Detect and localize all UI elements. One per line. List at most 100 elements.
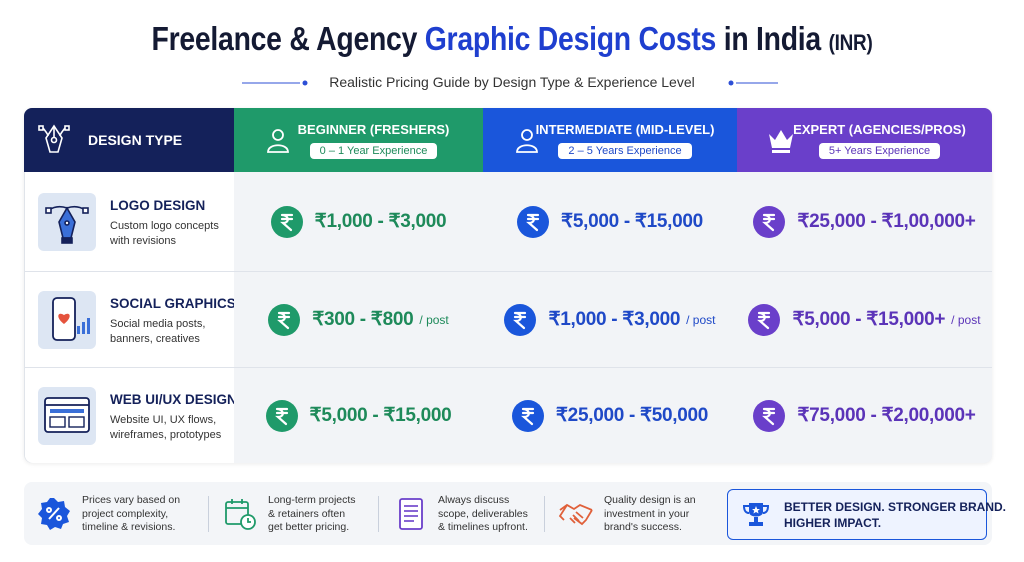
price-cell: ₹25,000 - ₹1,00,000+ bbox=[737, 172, 992, 272]
row-text: SOCIAL GRAPHICS Social media posts, banner… bbox=[110, 296, 236, 347]
rupee-svg bbox=[511, 399, 544, 432]
rupee-icon bbox=[753, 205, 786, 238]
column-badge: 0 – 1 Year Experience bbox=[309, 142, 438, 159]
row-description: Custom logo concepts bbox=[110, 220, 219, 232]
title: Freelance & Agency Graphic Design Costs … bbox=[72, 20, 953, 58]
note-line: investment in your bbox=[604, 507, 690, 520]
row-name: SOCIAL GRAPHICS bbox=[110, 296, 236, 311]
note: Prices vary based on project complexity, t… bbox=[82, 494, 180, 535]
row-icon bbox=[39, 194, 95, 250]
rupee-svg bbox=[748, 303, 781, 336]
rupee-icon bbox=[753, 399, 786, 432]
row-description: wireframes, prototypes bbox=[110, 428, 222, 441]
rupee-icon bbox=[265, 399, 298, 432]
column-badge: 5+ Years Experience bbox=[818, 142, 941, 159]
header-label: DESIGN TYPE bbox=[88, 132, 183, 148]
rupee-svg bbox=[270, 205, 303, 238]
rupee-svg bbox=[268, 303, 301, 336]
row-icon-svg bbox=[52, 297, 90, 341]
row-icon bbox=[39, 388, 95, 444]
note-icon bbox=[36, 496, 72, 532]
row-name: WEB UI/UX DESIGN bbox=[110, 391, 237, 407]
title-highlight: Graphic Design Costs bbox=[424, 20, 717, 57]
row-icon-box bbox=[38, 386, 96, 445]
trophy-icon bbox=[740, 499, 772, 531]
row-icon-svg bbox=[44, 396, 90, 433]
pen-icon-svg bbox=[38, 124, 70, 153]
price-cell: ₹5,000 - ₹15,000 bbox=[483, 172, 737, 272]
price: ₹5,000 - ₹15,000 bbox=[309, 405, 452, 426]
rupee-icon bbox=[748, 303, 781, 336]
callout-box: BETTER DESIGN. STRONGER BRAND. HIGHER IMP… bbox=[727, 489, 1006, 540]
row-icon-box bbox=[38, 291, 96, 349]
pen-icon bbox=[36, 122, 72, 158]
note-line: get better pricing. bbox=[268, 521, 350, 533]
price-suffix: / post bbox=[419, 312, 449, 327]
header-text: INTERMEDIATE (MID-LEVEL) 2 – 5 Years Expe… bbox=[536, 122, 714, 159]
callout-line: BETTER DESIGN. STRONGER BRAND. bbox=[784, 500, 1007, 514]
note-icon bbox=[222, 496, 258, 532]
subtitle: Realistic Pricing Guide by Design Type &… bbox=[329, 74, 695, 90]
subtitle-rules bbox=[242, 80, 778, 86]
note-line: project complexity, bbox=[82, 507, 169, 520]
header-text: BEGINNER (FRESHERS) 0 – 1 Year Experience bbox=[297, 121, 450, 159]
note-divider bbox=[208, 496, 209, 532]
row-text: LOGO DESIGN Custom logo concepts with revi… bbox=[110, 198, 219, 249]
row-text: WEB UI/UX DESIGN Website UI, UX flows, wir… bbox=[110, 392, 237, 443]
header-icon-svg bbox=[769, 130, 793, 153]
title-part: in India bbox=[723, 20, 822, 57]
price: ₹75,000 - ₹2,00,000+ bbox=[797, 405, 976, 426]
header-text: EXPERT (AGENCIES/PROS) 5+ Years Experienc… bbox=[793, 122, 966, 159]
price: ₹1,000 - ₹3,000 bbox=[548, 309, 681, 330]
note: Quality design is an investment in your br… bbox=[604, 494, 696, 535]
row-description: banners, creatives bbox=[110, 333, 200, 345]
note-icon-svg bbox=[399, 498, 423, 530]
column-badge: 2 – 5 Years Experience bbox=[558, 142, 692, 159]
note-line: Quality design is an bbox=[604, 494, 696, 506]
note-icon bbox=[392, 496, 428, 532]
header-icon bbox=[264, 126, 292, 154]
title-part: Freelance & Agency bbox=[151, 20, 418, 57]
price-cell: ₹300 - ₹800 / post bbox=[234, 272, 483, 368]
header-cell bbox=[24, 108, 234, 172]
callout-line: HIGHER IMPACT. bbox=[784, 516, 882, 530]
price-suffix: / post bbox=[951, 312, 981, 327]
rupee-svg bbox=[517, 205, 550, 238]
note-divider bbox=[378, 496, 379, 532]
rupee-icon bbox=[270, 205, 303, 238]
price-cell: ₹1,000 - ₹3,000 bbox=[234, 172, 483, 272]
rupee-icon bbox=[504, 303, 537, 336]
rupee-svg bbox=[753, 205, 786, 238]
note-line: scope, deliverables bbox=[438, 507, 528, 520]
note-line: Long-term projects bbox=[268, 494, 356, 506]
price-cell: ₹5,000 - ₹15,000 bbox=[234, 368, 483, 463]
column-title: EXPERT (AGENCIES/PROS) bbox=[793, 121, 966, 137]
row-description: Website UI, UX flows, bbox=[110, 413, 217, 426]
column-title: BEGINNER (FRESHERS) bbox=[297, 121, 450, 137]
note-icon-svg bbox=[558, 503, 593, 526]
price: ₹5,000 - ₹15,000+ bbox=[792, 309, 946, 330]
header-icon bbox=[767, 126, 795, 154]
price: ₹25,000 - ₹50,000 bbox=[555, 405, 709, 426]
note-line: Prices vary based on bbox=[82, 494, 181, 506]
note-line: & timelines upfront. bbox=[438, 521, 528, 533]
price: ₹25,000 - ₹1,00,000+ bbox=[797, 211, 976, 232]
title-unit: (INR) bbox=[828, 30, 873, 55]
row-icon-svg bbox=[45, 205, 89, 244]
note: Long-term projects & retainers often get b… bbox=[268, 494, 356, 535]
row-description: Social media posts, bbox=[110, 318, 206, 330]
rupee-svg bbox=[753, 399, 786, 432]
row-name: LOGO DESIGN bbox=[110, 198, 206, 213]
note-line: timeline & revisions. bbox=[82, 521, 176, 533]
header-cell: BEGINNER (FRESHERS) 0 – 1 Year Experience bbox=[234, 108, 483, 172]
note-icon bbox=[558, 496, 594, 532]
rupee-icon bbox=[268, 303, 301, 336]
header-icon-svg bbox=[267, 129, 289, 153]
price-cell: ₹1,000 - ₹3,000 / post bbox=[483, 272, 737, 368]
price: ₹5,000 - ₹15,000 bbox=[561, 211, 703, 232]
note-icon-svg bbox=[225, 499, 256, 530]
note-icon-svg bbox=[38, 498, 70, 530]
rupee-icon bbox=[517, 205, 550, 238]
rupee-svg bbox=[504, 303, 537, 336]
